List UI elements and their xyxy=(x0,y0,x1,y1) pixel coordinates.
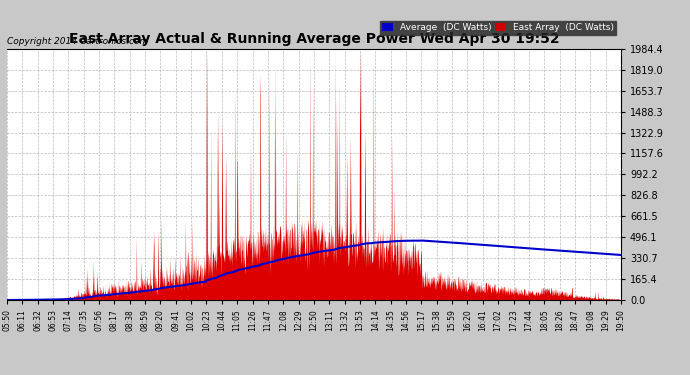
Text: Copyright 2014 Cartronics.com: Copyright 2014 Cartronics.com xyxy=(7,37,148,46)
Legend: Average  (DC Watts), East Array  (DC Watts): Average (DC Watts), East Array (DC Watts… xyxy=(380,21,616,35)
Title: East Array Actual & Running Average Power Wed Apr 30 19:52: East Array Actual & Running Average Powe… xyxy=(68,32,560,46)
